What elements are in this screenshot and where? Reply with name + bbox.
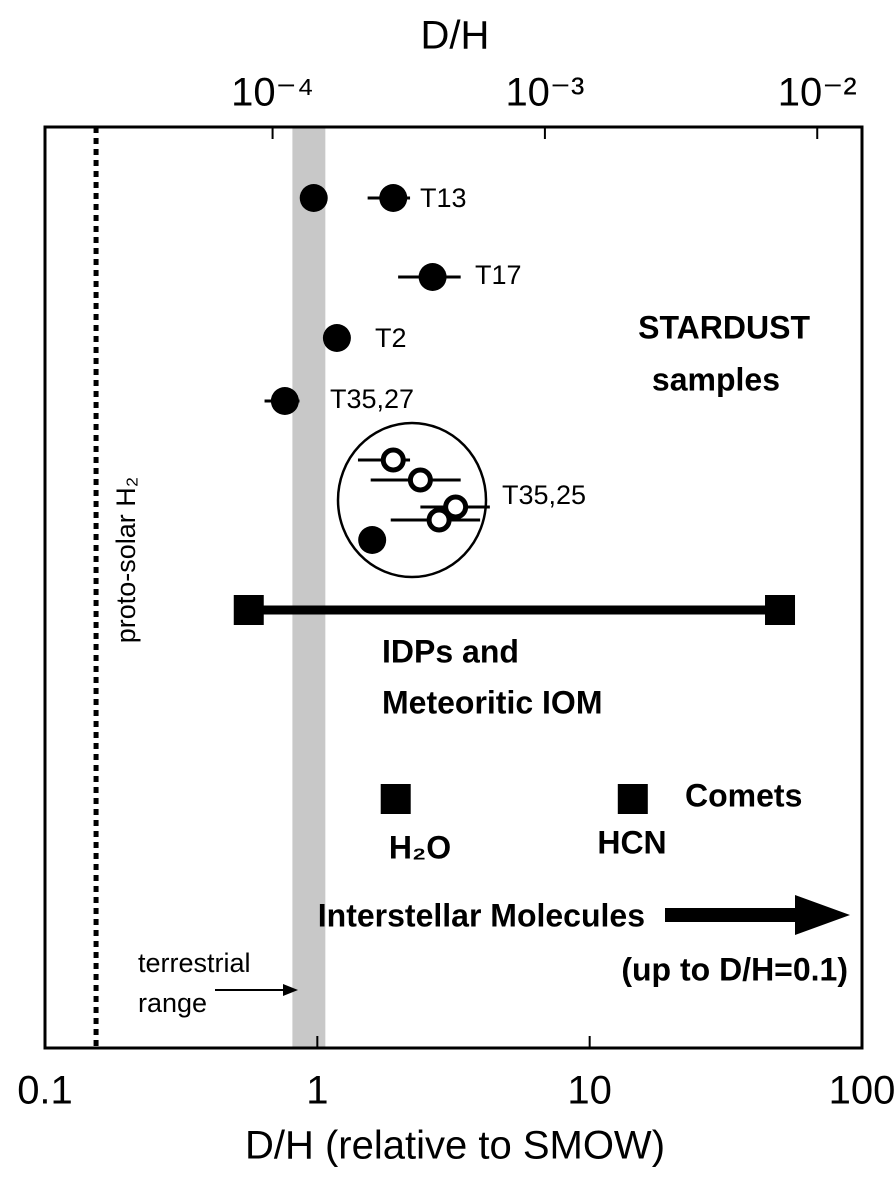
stardust-label: STARDUST (638, 309, 810, 345)
sample-point (270, 387, 299, 415)
interstellar-note: (up to D/H=0.1) (621, 951, 848, 987)
terrestrial-arrow-head (283, 984, 298, 996)
comet-marker (617, 784, 648, 814)
sample-point (322, 324, 351, 352)
x2-tick-label: 10⁻² (778, 71, 857, 115)
sample-point (358, 526, 387, 554)
interstellar-arrow-head (795, 895, 850, 935)
x-tick-label: 10 (567, 1069, 612, 1113)
comet-name: H₂O (389, 829, 451, 865)
terrestrial-label: range (138, 988, 207, 1018)
interstellar-arrow (665, 908, 800, 922)
x2-tick-label: 10⁻⁴ (231, 71, 314, 115)
terrestrial-band (292, 127, 326, 1048)
plot-frame (43, 125, 864, 1050)
sample-label: T17 (475, 260, 522, 290)
idp-marker (233, 595, 264, 625)
sample-label: T35,25 (502, 480, 586, 510)
x2-tick-label: 10⁻³ (505, 71, 584, 115)
idp-label: IDPs and (382, 633, 519, 669)
sample-label: T35,27 (330, 384, 414, 414)
sample-point (299, 184, 328, 212)
terrestrial-label: terrestrial (138, 948, 251, 978)
sample-point-open (426, 507, 452, 533)
sample-point-open (380, 447, 406, 473)
comets-label: Comets (685, 777, 802, 813)
sample-point-open (443, 494, 469, 520)
x-axis-title: D/H (relative to SMOW) (245, 1124, 665, 1168)
x-tick-label: 100 (829, 1069, 894, 1113)
x-tick-label: 1 (306, 1069, 328, 1113)
sample-label: T2 (375, 323, 407, 353)
x-tick-label: 0.1 (17, 1069, 73, 1113)
x2-axis-title: D/H (421, 14, 490, 58)
idp-marker (765, 595, 796, 625)
idp-label: Meteoritic IOM (382, 684, 602, 720)
sample-point (418, 263, 447, 291)
sample-point (379, 184, 408, 212)
comet-name: HCN (597, 824, 666, 860)
sample-label: T13 (420, 183, 467, 213)
sample-point-open (407, 467, 433, 493)
protosolar-label: proto-solar H₂ (111, 477, 141, 644)
cluster-ellipse (336, 421, 488, 579)
stardust-label: samples (652, 361, 780, 397)
interstellar-label: Interstellar Molecules (318, 897, 645, 933)
comet-marker (380, 784, 411, 814)
